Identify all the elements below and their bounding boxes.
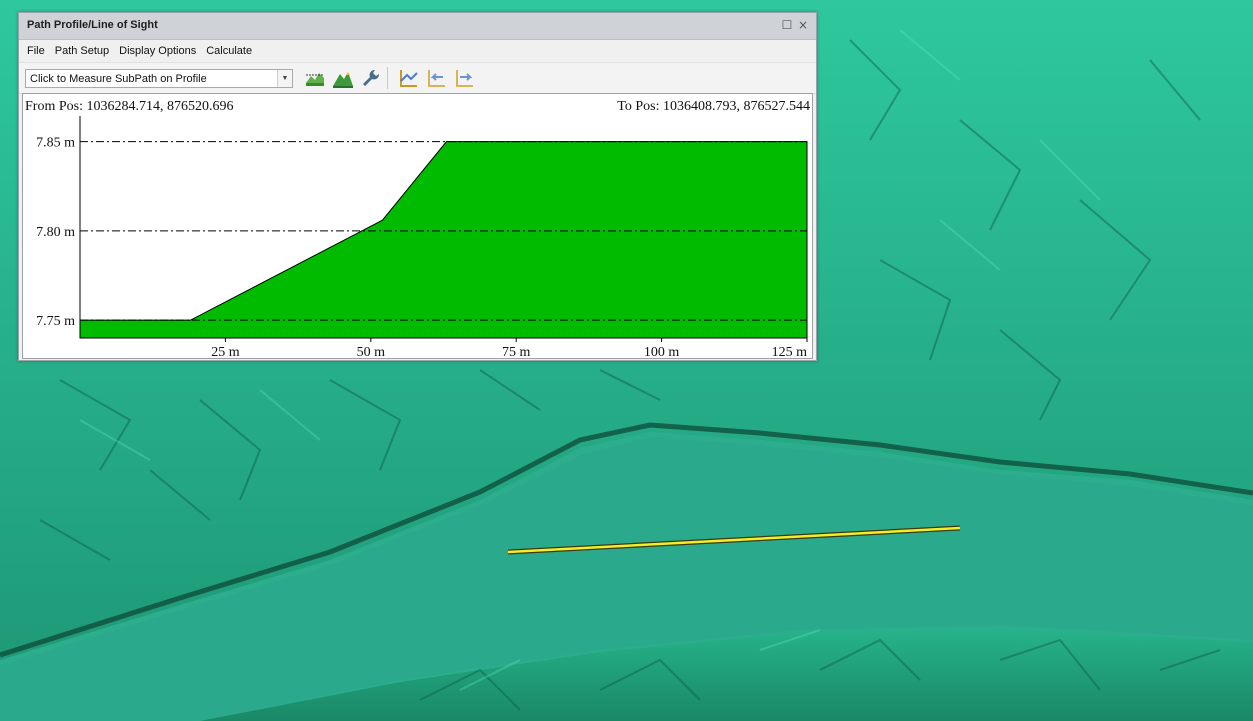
lower-bank bbox=[200, 627, 1253, 721]
chevron-down-icon[interactable]: ▼ bbox=[277, 69, 292, 87]
maximize-icon[interactable]: ☐ bbox=[781, 18, 793, 32]
toolbar-separator bbox=[387, 67, 388, 89]
mode-select[interactable]: Click to Measure SubPath on Profile ▼ bbox=[25, 68, 293, 88]
step-back-icon[interactable] bbox=[424, 66, 448, 90]
profile-path-line[interactable] bbox=[507, 526, 961, 554]
close-icon[interactable]: × bbox=[797, 18, 809, 32]
mode-select-value: Click to Measure SubPath on Profile bbox=[30, 72, 207, 85]
x-tick-label: 25 m bbox=[211, 345, 240, 358]
to-position-label: To Pos: 1036408.793, 876527.544 bbox=[617, 99, 810, 114]
river-channel bbox=[0, 437, 1253, 721]
toolbar: Click to Measure SubPath on Profile ▼ bbox=[19, 62, 816, 94]
profile-plot[interactable]: From Pos: 1036284.714, 876520.696 To Pos… bbox=[22, 93, 813, 359]
show-profile-icon[interactable] bbox=[396, 66, 420, 90]
y-tick-label: 7.75 m bbox=[36, 314, 75, 329]
ridge-shadow bbox=[0, 422, 1253, 658]
x-tick-label: 50 m bbox=[357, 345, 386, 358]
x-tick-label: 75 m bbox=[502, 345, 531, 358]
wrench-icon[interactable] bbox=[359, 66, 383, 90]
menu-bar: File Path Setup Display Options Calculat… bbox=[19, 40, 816, 62]
terrain-texture bbox=[39, 39, 1221, 711]
window-title: Path Profile/Line of Sight bbox=[27, 19, 158, 31]
menu-file[interactable]: File bbox=[27, 45, 45, 57]
y-tick-label: 7.80 m bbox=[36, 225, 75, 240]
profile-setup-icon[interactable] bbox=[303, 66, 327, 90]
window-titlebar[interactable]: Path Profile/Line of Sight ☐ × bbox=[19, 13, 816, 40]
x-tick-label: 125 m bbox=[772, 345, 808, 358]
step-forward-icon[interactable] bbox=[452, 66, 476, 90]
x-tick-label: 100 m bbox=[644, 345, 680, 358]
terrain-icon[interactable] bbox=[331, 66, 355, 90]
from-position-label: From Pos: 1036284.714, 876520.696 bbox=[25, 99, 233, 114]
menu-display-options[interactable]: Display Options bbox=[119, 45, 197, 57]
profile-chart: From Pos: 1036284.714, 876520.696 To Pos… bbox=[25, 99, 810, 358]
menu-path-setup[interactable]: Path Setup bbox=[54, 45, 110, 57]
terrain-highlights bbox=[79, 29, 1101, 691]
profile-area bbox=[79, 141, 808, 339]
y-tick-label: 7.85 m bbox=[36, 136, 75, 151]
path-profile-window: Path Profile/Line of Sight ☐ × File Path… bbox=[18, 12, 817, 361]
menu-calculate[interactable]: Calculate bbox=[206, 45, 253, 57]
